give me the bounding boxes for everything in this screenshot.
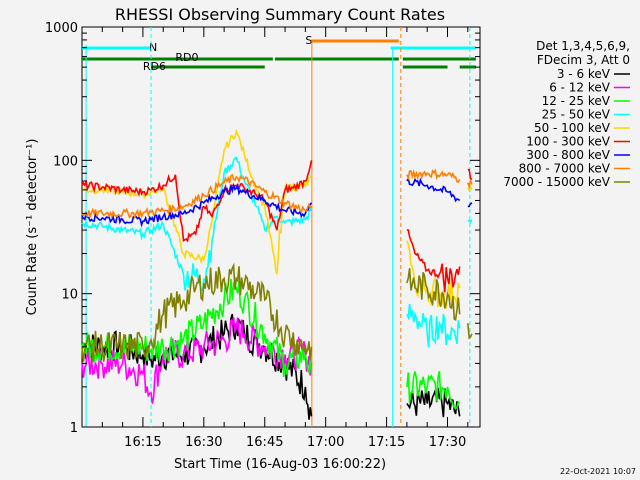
x-tick-label: 17:30 (429, 435, 466, 450)
y-tick-label: 100 (53, 154, 78, 169)
series-12-to-25keV-kev (81, 278, 461, 410)
plot-frame (81, 26, 481, 428)
legend-label: 800 - 7000 keV (519, 162, 611, 176)
saa-label: S (305, 34, 312, 47)
legend-header-line-1: Det 1,3,4,5,6,9, (536, 39, 630, 53)
timestamp: 22-Oct-2021 10:07 (560, 467, 636, 476)
series-line (467, 168, 473, 181)
series-line (406, 268, 461, 322)
legend-label: 12 - 25 keV (542, 94, 611, 108)
y-axis-label: Count Rate (s⁻¹ detector⁻¹) (25, 139, 40, 316)
series-line (81, 317, 313, 404)
legend-label: 300 - 800 keV (526, 148, 610, 162)
x-axis-label: Start Time (16-Aug-03 16:00:22) (174, 457, 386, 472)
series-layer (81, 128, 473, 420)
legend-label: 7000 - 15000 keV (503, 175, 610, 189)
x-tick-label: 17:15 (368, 435, 405, 450)
rd6-label: RD6 (143, 60, 166, 73)
y-tick-label: 1 (70, 421, 78, 436)
series-line (81, 160, 313, 243)
chart-title: RHESSI Observing Summary Count Rates (115, 5, 445, 24)
y-axis-ticks: 1 10 100 1000 (45, 21, 480, 436)
rd0-label: RD0 (175, 51, 198, 64)
series-line (406, 168, 461, 184)
x-tick-label: 16:15 (124, 435, 161, 450)
series-25-to-50keV-kev (81, 156, 473, 348)
series-line (81, 156, 313, 292)
night-label: N (149, 41, 157, 54)
legend-label: 100 - 300 keV (526, 135, 610, 149)
legend: Det 1,3,4,5,6,9, FDecim 3, Att 0 3 - 6 k… (503, 39, 630, 189)
legend-header-line-2: FDecim 3, Att 0 (537, 53, 630, 67)
series-100-to-300keV-kev (81, 160, 473, 293)
plot-border (81, 26, 481, 428)
legend-label: 3 - 6 keV (557, 67, 611, 81)
x-tick-label: 16:45 (246, 435, 283, 450)
y-tick-label: 1000 (45, 21, 78, 36)
series-line (467, 219, 473, 224)
legend-label: 50 - 100 keV (534, 121, 611, 135)
legend-label: 25 - 50 keV (542, 108, 611, 122)
series-line (467, 178, 473, 190)
series-300-to-800keV-kev (81, 176, 473, 228)
series-line (81, 173, 312, 220)
x-tick-label: 16:30 (185, 435, 222, 450)
series-7000-to-15000keV-kev (81, 262, 473, 363)
series-line (406, 387, 461, 418)
series-line (467, 323, 473, 340)
series-line (81, 182, 313, 228)
series-line (467, 184, 473, 193)
series-line (467, 202, 473, 208)
series-800-to-7000keV-kev (81, 168, 473, 220)
x-tick-label: 17:00 (307, 435, 344, 450)
series-line (406, 370, 461, 410)
legend-label: 6 - 12 keV (549, 81, 611, 95)
series-line (81, 128, 312, 275)
series-line (406, 229, 461, 293)
x-axis-ticks: 16:15 16:30 16:45 17:00 17:15 17:30 (81, 27, 469, 450)
flag-bars: N S RD0 RD6 (82, 34, 476, 73)
series-6-to-12keV-kev (81, 317, 313, 404)
series-line (406, 303, 461, 348)
series-line (81, 262, 313, 363)
series-line (406, 176, 461, 203)
y-tick-label: 10 (61, 288, 78, 303)
